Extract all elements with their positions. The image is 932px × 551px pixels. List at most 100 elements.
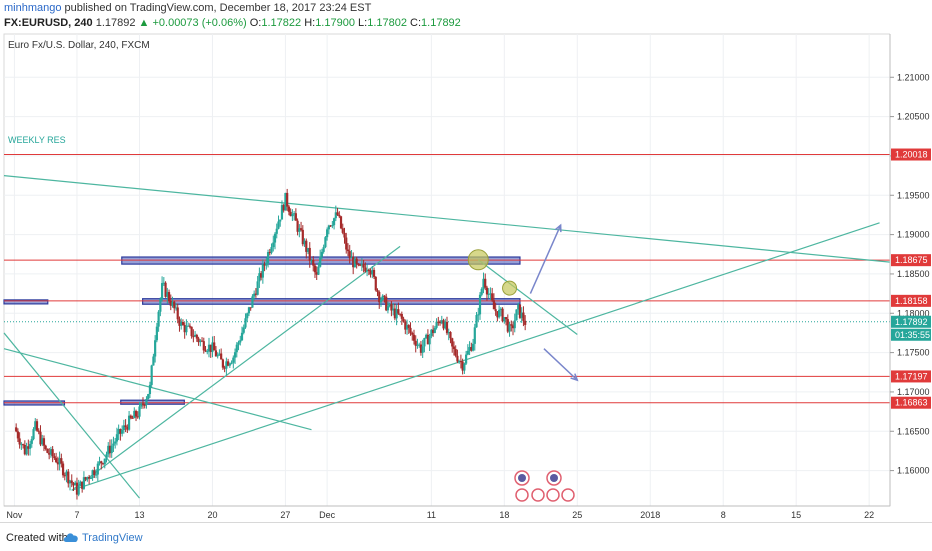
candle-body — [221, 359, 224, 368]
candle-body — [336, 212, 339, 215]
candle-body — [147, 394, 150, 400]
candle-body — [178, 319, 181, 326]
candle-body — [294, 213, 297, 221]
trendline — [3, 175, 891, 263]
candle-body — [98, 461, 101, 464]
candle-body — [216, 354, 219, 357]
candle-body — [447, 332, 450, 334]
candle-body — [392, 308, 395, 311]
candle-body — [188, 325, 191, 327]
candle-body — [456, 355, 459, 362]
candle-body — [270, 247, 273, 253]
publisher-line: minhmango published on TradingView.com, … — [4, 2, 371, 14]
highlight-circle — [467, 249, 489, 271]
symbol-label: FX:EURUSD, 240 — [4, 17, 93, 29]
candle-body — [418, 344, 421, 346]
y-tick-label: 1.20500 — [897, 112, 930, 122]
price-axis[interactable]: 1.16000 1.16500 1.17000 1.17500 1.18000 1.185… — [890, 72, 931, 476]
candle-body — [449, 332, 452, 339]
candle-body — [338, 214, 341, 217]
candle-body — [79, 481, 82, 487]
event-icon[interactable] — [546, 488, 560, 502]
low-value: 1.17802 — [367, 17, 407, 29]
candle-body — [461, 361, 464, 371]
candle-body — [346, 249, 350, 252]
high-label: H: — [304, 17, 316, 29]
candle-body — [459, 361, 462, 363]
trendline — [71, 245, 401, 491]
highlight-circle — [502, 280, 518, 296]
candle-body — [345, 237, 348, 250]
candle-body — [183, 324, 186, 333]
candle-body — [524, 320, 527, 325]
candle-body — [171, 301, 174, 306]
price-chart[interactable]: 1.16000 1.16500 1.17000 1.17500 1.18000 1.185… — [0, 32, 932, 522]
candle-body — [100, 461, 103, 464]
candle-body — [445, 321, 449, 334]
candle-body — [419, 344, 423, 353]
candle-body — [395, 309, 398, 319]
candle-body — [129, 415, 132, 418]
candle-body — [94, 474, 98, 476]
candle-body — [70, 480, 73, 483]
candle-body — [75, 482, 79, 495]
candle-body — [452, 346, 456, 350]
candle-body — [16, 431, 19, 439]
event-icon[interactable] — [515, 488, 529, 502]
author-name[interactable]: minhmango — [4, 2, 62, 14]
quote-line: FX:EURUSD, 240 1.17892 ▲ +0.00073 (+0.06… — [4, 17, 461, 29]
last-price-tag — [891, 315, 931, 328]
candle-body — [355, 258, 358, 264]
close-label: C: — [410, 17, 422, 29]
candle-body — [122, 425, 125, 431]
resistance-zone — [3, 299, 49, 305]
tradingview-brand[interactable]: TradingView — [82, 532, 143, 544]
x-tick-label: 8 — [721, 510, 726, 520]
candle-body — [397, 309, 400, 314]
y-tick-label: 1.16000 — [897, 466, 930, 476]
candle-body — [425, 334, 428, 338]
time-axis[interactable]: Nov 7 13 20 27 Dec 11 18 25 2018 8 15 22 — [6, 510, 874, 520]
candle-body — [494, 309, 497, 312]
event-icon[interactable] — [531, 488, 545, 502]
candle-body — [37, 430, 40, 432]
candle-body — [273, 233, 277, 243]
candle-body — [244, 318, 247, 328]
candle-body — [22, 444, 25, 446]
candle-body — [254, 293, 258, 295]
candle-body — [119, 429, 122, 434]
candle-body — [299, 228, 303, 230]
candle-body — [310, 260, 313, 262]
candle-body — [48, 452, 51, 455]
candle-body — [315, 272, 318, 275]
candle-body — [247, 307, 251, 314]
x-tick-label: 15 — [791, 510, 801, 520]
candle-body — [213, 342, 216, 351]
candle-body — [332, 218, 336, 226]
candle-body — [388, 304, 391, 307]
candle-body — [404, 321, 407, 330]
candle-body — [435, 321, 438, 328]
y-tick-label: 1.16500 — [897, 426, 930, 436]
level-tag-label: 1.17197 — [895, 371, 928, 381]
annotations — [467, 223, 579, 382]
event-icons — [514, 470, 575, 502]
horizontal-levels — [4, 154, 890, 404]
candle-body — [204, 350, 207, 352]
x-tick-label: 2018 — [640, 510, 660, 520]
resistance-zone — [120, 399, 185, 405]
candle-body — [454, 349, 457, 356]
event-icon[interactable] — [561, 488, 575, 502]
last-price-tag-label: 1.17892 — [895, 317, 928, 327]
candle-body — [162, 282, 165, 284]
candle-body — [58, 458, 61, 465]
candle-body — [246, 313, 249, 319]
candle-body — [405, 325, 409, 330]
candle-body — [154, 340, 157, 357]
high-value: 1.17900 — [315, 17, 355, 29]
candle-body — [218, 353, 221, 355]
candle-body — [160, 283, 164, 299]
candle-body — [15, 427, 18, 432]
candle-body — [430, 329, 433, 336]
candle-body — [211, 342, 214, 352]
